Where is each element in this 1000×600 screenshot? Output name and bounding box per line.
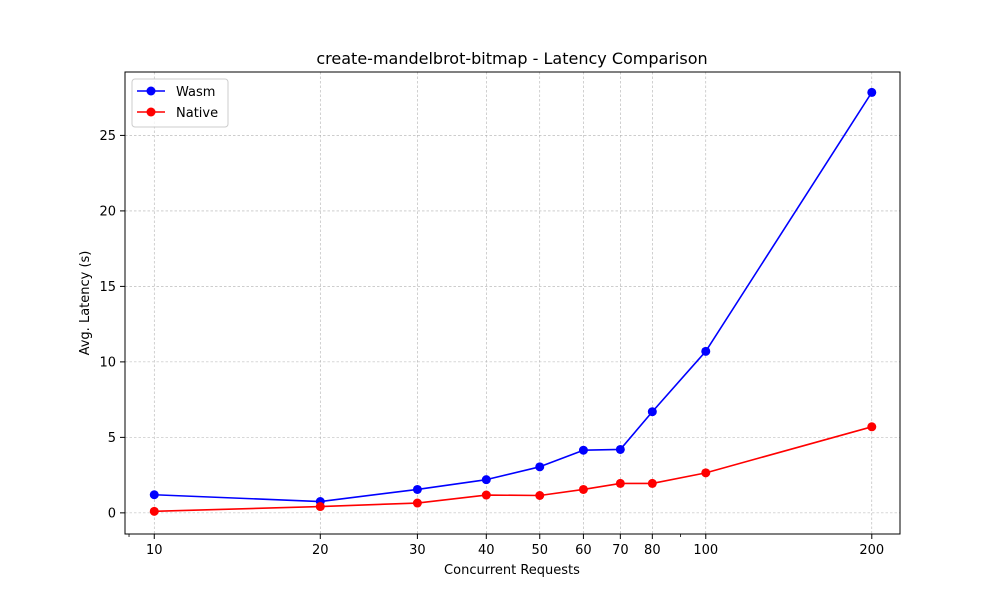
wasm-data-point [535,462,545,472]
x-tick-label: 30 [409,543,426,558]
native-data-point [535,491,545,500]
wasm-data-point [412,484,422,494]
x-tick-label: 10 [146,543,163,558]
native-data-point [481,490,491,500]
native-series-line [154,426,873,513]
x-tick-label: 60 [575,543,592,558]
native-data-point [412,498,422,508]
wasm-data-point [578,445,588,455]
y-tick-label: 5 [108,431,116,446]
wasm-data-point [701,346,711,356]
native-data-point [578,484,588,494]
native-data-point [701,468,711,478]
native-data-point [315,502,325,512]
y-tick-label: 10 [99,355,116,370]
legend: Wasm Native [131,78,229,128]
native-data-point [615,478,625,488]
x-tick-label: 50 [531,543,548,558]
legend-wasm-label: Wasm [176,85,215,100]
wasm-data-point [647,407,657,417]
grid [125,72,900,534]
wasm-data-point [149,490,159,500]
legend-native-label: Native [176,106,218,121]
native-data-point [149,506,159,516]
series-lines [149,87,877,516]
wasm-data-point [867,87,877,97]
native-data-point [867,422,877,432]
wasm-data-point [615,444,625,454]
y-tick-label: 0 [108,506,116,521]
x-tick-label: 80 [644,543,661,558]
plot-frame [124,71,901,535]
y-tick-label: 25 [99,129,116,144]
legend-wasm-marker [146,86,156,96]
x-tick-label: 20 [312,543,329,558]
y-axis-label: Avg. Latency (s) [78,251,93,356]
native-data-point [647,478,657,488]
y-tick-label: 15 [99,280,116,295]
axis-ticks: 10 20 30 40 50 60 70 80 100 200 0 5 10 15 20 25 [99,129,884,558]
wasm-series-line [154,91,873,503]
x-axis-label: Concurrent Requests [444,563,580,578]
x-tick-label: 200 [859,543,884,558]
x-tick-label: 40 [478,543,495,558]
wasm-data-point [481,475,491,485]
x-tick-label: 70 [612,543,629,558]
x-tick-label: 100 [693,543,718,558]
legend-native-marker [146,107,156,117]
chart-title: create-mandelbrot-bitmap - Latency Compa… [316,49,707,68]
y-tick-label: 20 [99,204,116,219]
